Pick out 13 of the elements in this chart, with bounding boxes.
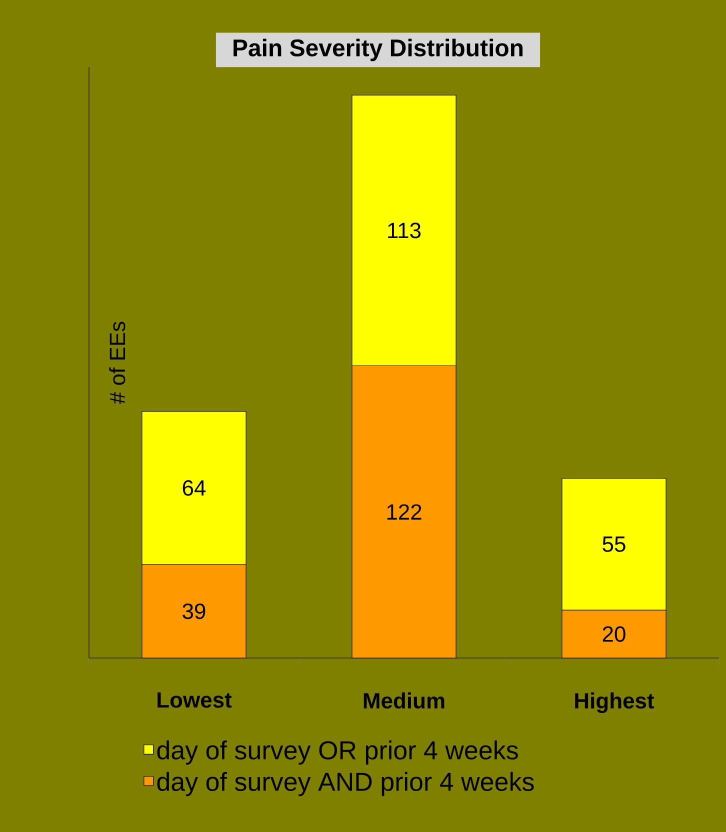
chart-title: Pain Severity Distribution (234, 38, 523, 62)
data-label: 39 (182, 603, 206, 620)
legend-label: day of survey OR prior 4 weeks (157, 740, 518, 765)
data-label: 113 (388, 222, 421, 238)
x-tick-label: Lowest (158, 692, 232, 708)
data-label: 20 (602, 626, 626, 642)
y-axis-title: # of EEs (109, 322, 126, 404)
x-tick-label: Medium (364, 692, 444, 709)
data-label: 122 (387, 504, 422, 520)
data-label: 64 (182, 480, 206, 496)
x-tick-label: Highest (575, 692, 654, 714)
data-label: 55 (602, 536, 626, 552)
legend-label: day of survey AND prior 4 weeks (157, 772, 534, 796)
